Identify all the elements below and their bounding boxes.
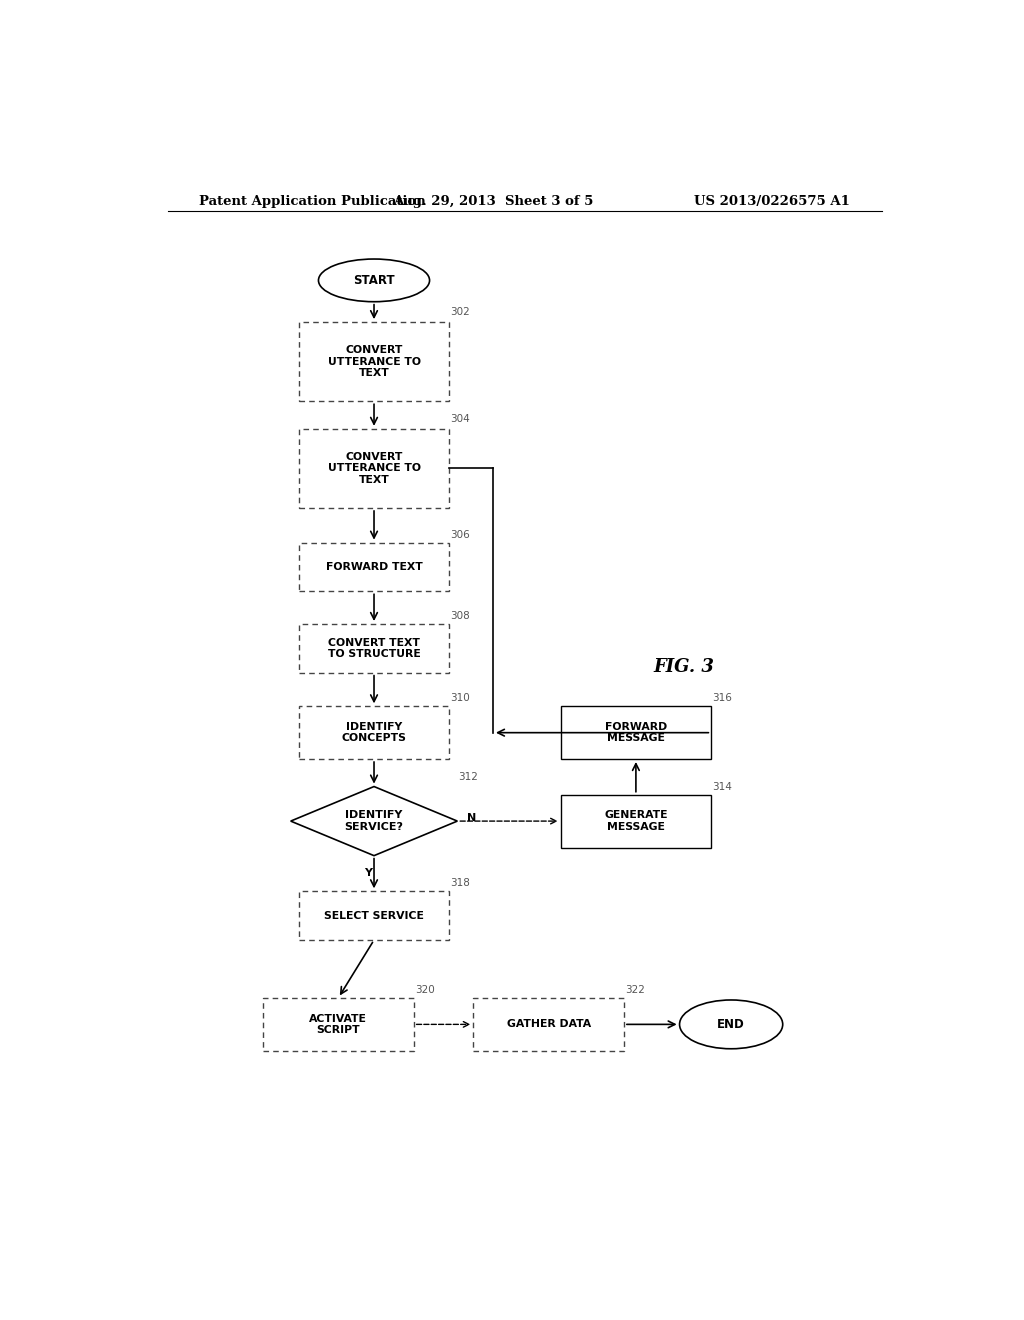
Text: 306: 306 [451,529,470,540]
Text: 316: 316 [713,693,732,704]
Text: CONVERT TEXT
TO STRUCTURE: CONVERT TEXT TO STRUCTURE [328,638,421,659]
Text: FORWARD
MESSAGE: FORWARD MESSAGE [605,722,667,743]
Text: FORWARD TEXT: FORWARD TEXT [326,562,422,572]
Text: CONVERT
UTTERANCE TO
TEXT: CONVERT UTTERANCE TO TEXT [328,345,421,379]
Text: 318: 318 [451,878,470,888]
Text: SELECT SERVICE: SELECT SERVICE [324,911,424,920]
FancyBboxPatch shape [299,543,450,591]
Text: CONVERT
UTTERANCE TO
TEXT: CONVERT UTTERANCE TO TEXT [328,451,421,484]
FancyBboxPatch shape [299,322,450,401]
Text: Aug. 29, 2013  Sheet 3 of 5: Aug. 29, 2013 Sheet 3 of 5 [393,194,593,207]
Text: ACTIVATE
SCRIPT: ACTIVATE SCRIPT [309,1014,368,1035]
FancyBboxPatch shape [473,998,624,1051]
Text: START: START [353,273,395,286]
Text: 314: 314 [713,781,732,792]
Ellipse shape [318,259,430,302]
FancyBboxPatch shape [299,429,450,508]
Text: IDENTIFY
SERVICE?: IDENTIFY SERVICE? [344,810,403,832]
Text: END: END [717,1018,745,1031]
Text: 320: 320 [415,985,434,995]
Text: 322: 322 [625,985,645,995]
Text: GATHER DATA: GATHER DATA [507,1019,591,1030]
Text: 308: 308 [451,611,470,620]
Text: 312: 312 [459,772,478,781]
Text: 304: 304 [451,414,470,424]
Text: IDENTIFY
CONCEPTS: IDENTIFY CONCEPTS [342,722,407,743]
Text: US 2013/0226575 A1: US 2013/0226575 A1 [694,194,850,207]
FancyBboxPatch shape [299,891,450,940]
Text: 302: 302 [451,308,470,318]
FancyBboxPatch shape [299,624,450,673]
Text: N: N [467,813,476,824]
Ellipse shape [680,1001,782,1049]
Polygon shape [291,787,458,855]
FancyBboxPatch shape [263,998,414,1051]
Text: 310: 310 [451,693,470,704]
FancyBboxPatch shape [560,706,712,759]
FancyBboxPatch shape [560,795,712,847]
FancyBboxPatch shape [299,706,450,759]
Text: FIG. 3: FIG. 3 [653,657,714,676]
Text: GENERATE
MESSAGE: GENERATE MESSAGE [604,810,668,832]
Text: Patent Application Publication: Patent Application Publication [200,194,426,207]
Text: Y: Y [364,867,372,878]
